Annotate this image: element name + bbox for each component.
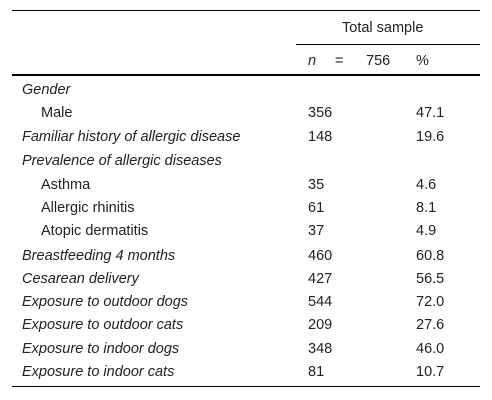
row-label: Familiar history of allergic disease [22,129,241,145]
row-n: 209 [308,317,333,333]
row-label: Asthma [41,177,91,193]
row-percent: 47.1 [416,105,445,121]
sample-size: 756 [366,53,391,69]
bottom-rule [12,386,480,387]
row-n: 61 [308,200,325,216]
equals-sign: = [335,53,344,69]
row-label: Breastfeeding 4 months [22,248,176,264]
group-underline [296,44,480,45]
header-bottom-rule [12,74,480,76]
top-rule [12,10,480,11]
row-label: Cesarean delivery [22,271,139,287]
row-percent: 27.6 [416,317,445,333]
row-percent: 4.9 [416,223,437,239]
row-percent: 46.0 [416,341,445,357]
row-percent: 60.8 [416,248,445,264]
row-label: Prevalence of allergic diseases [22,153,222,169]
row-label: Gender [22,82,71,98]
row-n: 460 [308,248,333,264]
n-symbol: n [308,53,317,69]
row-n: 37 [308,223,325,239]
row-n: 348 [308,341,333,357]
row-label: Exposure to indoor dogs [22,341,180,357]
row-percent: 8.1 [416,200,437,216]
row-label: Exposure to outdoor dogs [22,294,189,310]
row-n: 81 [308,364,325,380]
column-group-header: Total sample [342,20,424,36]
row-n: 544 [308,294,333,310]
row-label: Male [41,105,73,121]
row-percent: 10.7 [416,364,445,380]
row-label: Allergic rhinitis [41,200,135,216]
row-percent: 4.6 [416,177,437,193]
row-label: Exposure to outdoor cats [22,317,184,333]
row-percent: 56.5 [416,271,445,287]
row-label: Atopic dermatitis [41,223,149,239]
row-n: 427 [308,271,333,287]
percent-header: % [416,53,429,69]
row-label: Exposure to indoor cats [22,364,175,380]
row-percent: 72.0 [416,294,445,310]
row-percent: 19.6 [416,129,445,145]
row-n: 148 [308,129,333,145]
row-n: 356 [308,105,333,121]
row-n: 35 [308,177,325,193]
